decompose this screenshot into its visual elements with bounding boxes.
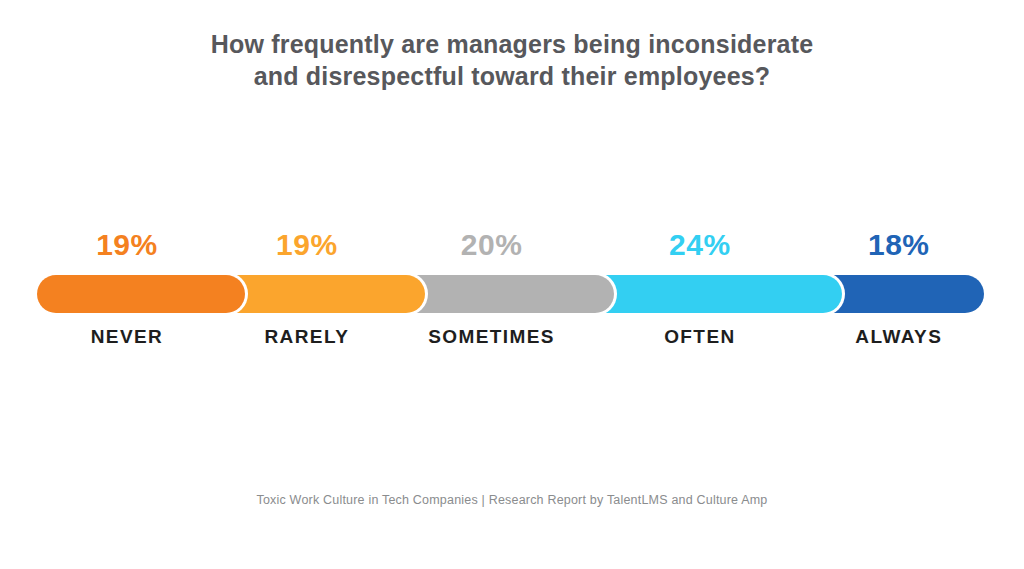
chart-title-line-1: How frequently are managers being incons… <box>152 28 872 60</box>
segmented-bar: 19%NEVER19%RARELY20%SOMETIMES24%OFTEN18%… <box>37 275 984 313</box>
category-label-rarely: RARELY <box>217 326 397 350</box>
value-label-sometimes: 20% <box>397 228 586 264</box>
value-label-rarely: 19% <box>217 228 397 264</box>
bar-segment-rarely <box>217 275 425 313</box>
category-label-often: OFTEN <box>586 326 813 350</box>
bar-segment-often <box>586 275 841 313</box>
bar-segment-sometimes <box>397 275 614 313</box>
chart-title: How frequently are managers being incons… <box>152 28 872 92</box>
source-caption: Toxic Work Culture in Tech Companies | R… <box>0 493 1024 507</box>
value-label-never: 19% <box>37 228 217 264</box>
value-label-always: 18% <box>814 228 984 264</box>
chart-title-line-2: and disrespectful toward their employees… <box>152 60 872 92</box>
bar-segment-never <box>37 275 245 313</box>
infographic-canvas: How frequently are managers being incons… <box>0 0 1024 569</box>
category-label-always: ALWAYS <box>814 326 984 350</box>
category-label-never: NEVER <box>37 326 217 350</box>
value-label-often: 24% <box>586 228 813 264</box>
category-label-sometimes: SOMETIMES <box>397 326 586 350</box>
